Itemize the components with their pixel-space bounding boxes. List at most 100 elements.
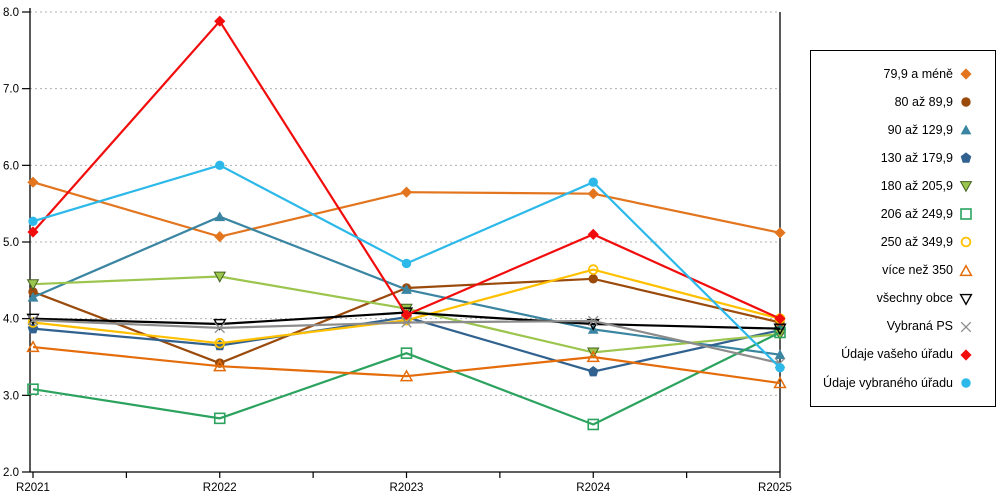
circle-marker-icon (588, 177, 598, 187)
x-marker-icon (960, 321, 972, 332)
x-axis-tick-label: R2022 (203, 482, 237, 494)
square-open-marker-icon (587, 418, 600, 431)
legend-item: Vybraná PS (811, 319, 995, 335)
legend-item-label: všechny obce (876, 291, 953, 306)
legend-triangle-up-open-icon (959, 263, 973, 276)
series-line (32, 19, 781, 320)
circle-open-marker-icon (587, 264, 599, 275)
x-axis-tick-label: R2025 (758, 482, 792, 494)
triangle-up-open-marker-icon (26, 340, 40, 353)
legend-item: 130 až 179,9 (811, 150, 995, 166)
square-open-marker-icon (27, 383, 39, 396)
square-open-marker-icon (213, 412, 226, 425)
y-axis-tick-label: 6.0 (3, 160, 19, 172)
diamond-marker-icon (214, 231, 226, 243)
y-axis-tick-label: 2.0 (3, 467, 19, 479)
legend-item-label: 90 až 129,9 (887, 122, 953, 137)
diamond-marker-icon (400, 186, 413, 198)
circle-marker-icon (215, 160, 225, 171)
diamond-marker-icon (960, 349, 972, 361)
triangle-down-open-marker-icon (26, 313, 40, 326)
circle-marker-icon (28, 216, 38, 226)
diamond-marker-icon (587, 228, 599, 240)
circle-open-marker-icon (214, 337, 226, 349)
legend-diamond-icon (960, 349, 972, 361)
series-3 (27, 211, 786, 360)
series-12 (28, 160, 785, 373)
legend-item-label: 206 až 249,9 (880, 207, 953, 222)
diamond-marker-icon (400, 309, 413, 321)
legend-triangle-up-icon (960, 124, 972, 135)
legend-item: 180 až 205,9 (811, 178, 995, 194)
series-line (32, 331, 781, 426)
pentagon-marker-icon (960, 152, 972, 164)
circle-marker-icon (961, 97, 971, 107)
series-6 (27, 326, 786, 431)
legend-x-icon (960, 321, 972, 332)
square-open-marker-icon (960, 208, 972, 221)
legend-item: všechny obce (811, 291, 995, 307)
triangle-up-open-marker-icon (773, 376, 787, 389)
triangle-up-open-marker-icon (586, 350, 600, 363)
circle-marker-icon (775, 363, 785, 373)
circle-marker-icon (588, 274, 598, 284)
x-axis-tick-label: R2024 (576, 482, 610, 494)
legend-pentagon-icon (960, 152, 972, 164)
y-axis-tick-label: 8.0 (3, 7, 19, 19)
legend-triangle-down-open-icon (959, 293, 973, 306)
series-11 (27, 15, 786, 325)
pentagon-marker-icon (587, 365, 599, 377)
y-axis-tick-label: 4.0 (3, 314, 19, 326)
circle-marker-icon (961, 378, 971, 388)
x-axis-tick-label: R2023 (390, 482, 424, 494)
legend-item-label: 130 až 179,9 (880, 151, 953, 165)
triangle-up-open-marker-icon (213, 359, 227, 372)
triangle-up-marker-icon (401, 284, 412, 294)
diamond-marker-icon (27, 226, 39, 238)
legend-item: 79,9 a méně (811, 66, 995, 82)
circle-open-marker-icon (27, 317, 39, 328)
legend-item: Údaje vybraného úřadu (811, 375, 995, 391)
diamond-marker-icon (960, 68, 972, 80)
square-open-marker-icon (774, 326, 786, 339)
triangle-up-marker-icon (214, 211, 226, 222)
x-marker-icon (214, 322, 226, 334)
legend-square-open-icon (960, 208, 972, 221)
series-8 (26, 340, 787, 389)
x-marker-icon (587, 315, 599, 327)
y-axis-tick-label: 5.0 (3, 237, 19, 249)
circle-marker-icon (28, 287, 38, 297)
diamond-marker-icon (587, 188, 599, 200)
chart-legend: 79,9 a méně 80 až 89,9 90 až 129,9 130 až 1… (810, 50, 996, 407)
triangle-up-marker-icon (960, 124, 972, 135)
legend-item: 90 až 129,9 (811, 122, 995, 138)
legend-item: 250 až 349,9 (811, 234, 995, 250)
triangle-down-marker-icon (26, 279, 40, 291)
y-axis-tick-label: 3.0 (3, 390, 19, 402)
diamond-marker-icon (774, 227, 786, 239)
y-axis-tick-label: 7.0 (3, 84, 19, 96)
x-marker-icon (401, 317, 412, 328)
diamond-marker-icon (27, 176, 39, 188)
triangle-down-marker-icon (959, 181, 973, 193)
series-line (32, 345, 781, 385)
diamond-marker-icon (214, 15, 226, 27)
legend-item-label: 180 až 205,9 (880, 179, 953, 194)
series-1 (27, 176, 786, 243)
legend-diamond-icon (960, 68, 972, 80)
triangle-down-open-marker-icon (959, 293, 973, 306)
legend-item: více než 350 (811, 263, 995, 279)
legend-item-label: 79,9 a méně (883, 66, 954, 81)
legend-item: 206 až 249,9 (811, 206, 995, 222)
legend-item-label: Vybraná PS (886, 319, 953, 334)
legend-circle-icon (961, 97, 971, 107)
x-marker-icon (27, 314, 39, 326)
legend-item: Údaje vašeho úřadu (811, 347, 995, 363)
triangle-up-open-marker-icon (959, 263, 973, 276)
legend-item-label: Údaje vašeho úřadu (841, 347, 953, 362)
legend-item: 80 až 89,9 (811, 94, 995, 110)
square-open-marker-icon (400, 347, 413, 359)
diamond-marker-icon (774, 313, 786, 325)
